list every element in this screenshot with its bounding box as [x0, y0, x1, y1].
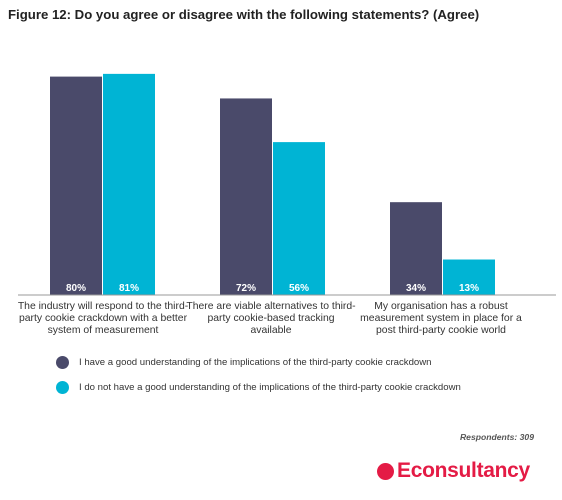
bars-group: 80% 72% 34% 81% 56% 13% [50, 73, 495, 296]
data-label-series-1-category-3: 34% [406, 283, 426, 294]
category-label-3: My organisation has a robust measurement… [360, 301, 522, 336]
data-label-series-2-category-2: 56% [289, 283, 309, 294]
logo-dot-icon [377, 462, 394, 480]
bar-series-2-category-2 [273, 142, 325, 295]
data-label-series-1-category-1: 80% [66, 283, 86, 294]
legend-label-series-1: I have a good understanding of the impli… [79, 357, 432, 368]
data-label-series-2-category-1: 81% [119, 283, 139, 294]
bar-series-1-category-2 [220, 98, 272, 295]
chart-title: Figure 12: Do you agree or disagree with… [8, 7, 480, 22]
data-label-series-1-category-2: 72% [236, 283, 256, 294]
legend-label-series-2: I do not have a good understanding of th… [79, 382, 461, 393]
bar-series-1-category-1 [50, 76, 102, 295]
data-label-series-2-category-3: 13% [459, 283, 479, 294]
bar-series-2-category-1 [103, 73, 155, 296]
respondents-note: Respondents: 309 [459, 432, 534, 442]
bar-series-1-category-3 [390, 202, 442, 295]
legend-marker-series-2 [56, 381, 69, 394]
bar-series-2-category-3 [443, 259, 495, 295]
legend-item-series-2: I do not have a good understanding of th… [56, 381, 461, 394]
logo-text: Econsultancy [397, 459, 530, 482]
legend-item-series-1: I have a good understanding of the impli… [56, 356, 432, 369]
category-label-1: The industry will respond to the third-p… [17, 301, 189, 336]
econsultancy-logo: Econsultancy [377, 459, 530, 483]
legend-marker-series-1 [56, 356, 69, 369]
category-label-2: There are viable alternatives to third-p… [186, 301, 356, 336]
bar-chart: 80% 72% 34% 81% 56% 13% [18, 73, 556, 296]
